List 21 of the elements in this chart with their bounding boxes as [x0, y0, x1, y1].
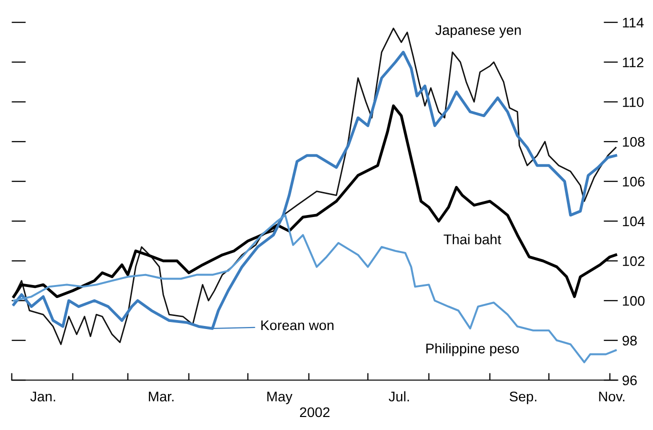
x-tick-label: May	[267, 392, 292, 404]
y-tick-label: 112	[622, 57, 644, 68]
series-label: Philippine peso	[426, 343, 519, 356]
y-tick-label: 110	[622, 97, 644, 108]
y-tick-label: 114	[622, 18, 644, 28]
y-tick-label: 106	[622, 176, 644, 187]
x-tick-label: Mar.	[148, 392, 174, 402]
y-tick-label: 96	[622, 375, 637, 386]
y-tick-label: 98	[622, 336, 637, 346]
y-tick-label: 108	[622, 136, 644, 147]
x-axis-title: 2002	[300, 407, 330, 418]
y-tick-label: 102	[622, 256, 644, 266]
y-tick-label: 104	[622, 216, 645, 226]
x-tick-label: Jul.	[388, 391, 409, 402]
x-tick-label: Jan.	[30, 392, 56, 402]
legend-label: Korean won	[261, 320, 334, 330]
y-tick-label: 100	[622, 296, 645, 306]
series-label: Japanese yen	[435, 25, 521, 38]
series-label: Thai baht	[444, 234, 502, 244]
x-tick-label: Sep.	[510, 392, 536, 404]
x-tick-label: Nov.	[599, 392, 624, 402]
